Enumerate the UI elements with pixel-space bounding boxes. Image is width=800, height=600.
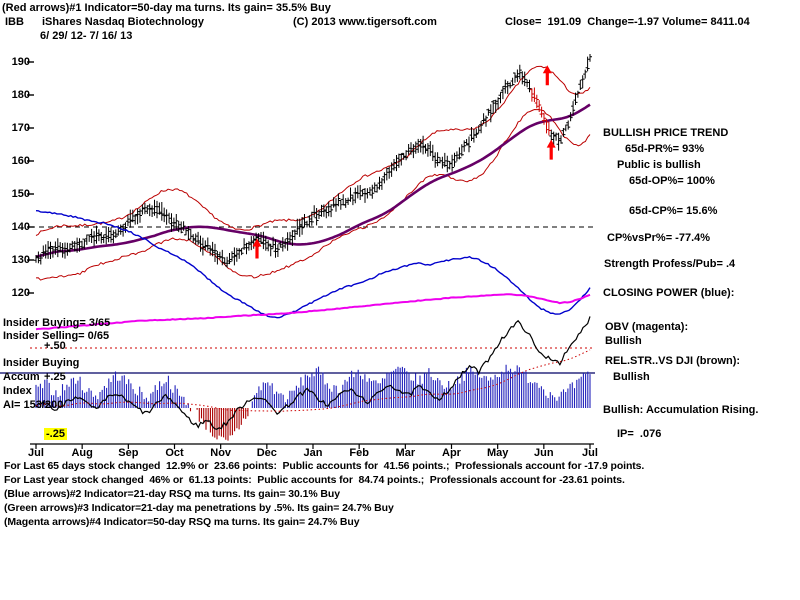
ip-value: IP= .076 xyxy=(617,428,662,440)
cp-vs-pr: CP%vsPr%= -77.4% xyxy=(607,232,711,244)
y-axis-label: 190 xyxy=(11,56,30,68)
y-axis-label: 130 xyxy=(11,254,30,266)
y-axis-label: 140 xyxy=(11,221,30,233)
op-percent: 65d-OP%= 100% xyxy=(629,175,715,187)
pr-percent: 65d-PR%= 93% xyxy=(625,143,705,155)
footer-65day-summary: For Last 65 days stock changed 12.9% or … xyxy=(4,460,645,472)
obv-status: Bullish xyxy=(605,335,642,347)
indicator1-summary: (Red arrows)#1 Indicator=50-day ma turns… xyxy=(2,2,331,14)
quote-close-change-volume: Close= 191.09 Change=-1.97 Volume= 8411.… xyxy=(505,16,750,28)
x-axis-label: Apr xyxy=(442,447,461,459)
x-axis-label: Nov xyxy=(210,447,232,459)
indicator2-summary: (Blue arrows)#2 Indicator=21-day RSQ ma … xyxy=(4,488,340,500)
x-axis-label: Oct xyxy=(165,447,184,459)
closing-power-label: CLOSING POWER (blue): xyxy=(603,287,735,299)
public-sentiment: Public is bullish xyxy=(617,159,701,171)
x-axis-label: Dec xyxy=(256,447,277,459)
buy-signal-arrow xyxy=(546,139,556,160)
x-axis-label: Jul xyxy=(582,447,598,459)
insider-selling-count: Insider Selling= 0/65 xyxy=(3,330,110,342)
footer-year-summary: For Last year stock changed 46% or 61.13… xyxy=(4,474,625,486)
insider-buying-count: Insider Buying= 3/65 xyxy=(3,317,111,329)
relstr-status: Bullish xyxy=(613,371,650,383)
x-axis-label: Feb xyxy=(349,447,369,459)
indicator4-summary: (Magenta arrows)#4 Indicator=50-day RSQ … xyxy=(4,516,360,528)
x-axis-label: May xyxy=(486,447,509,459)
x-axis-label: Jun xyxy=(534,447,554,459)
y-axis-label: 170 xyxy=(11,122,30,134)
x-axis-label: Sep xyxy=(118,447,139,459)
ticker-symbol: IBB xyxy=(5,16,24,28)
y-axis-label: 160 xyxy=(11,155,30,167)
accumulation-index-value: AI= 153/200 xyxy=(3,399,64,411)
indicator3-summary: (Green arrows)#3 Indicator=21-day ma pen… xyxy=(4,502,394,514)
accumulation-status: Bullish: Accumulation Rising. xyxy=(603,404,759,416)
y-axis-label: 180 xyxy=(11,89,30,101)
x-axis-label: Mar xyxy=(395,447,416,459)
y-axis-label: 150 xyxy=(11,188,30,200)
buy-signal-arrow xyxy=(542,65,552,86)
y-axis-label: 120 xyxy=(11,287,30,299)
security-name: iShares Nasdaq Biotechnology xyxy=(42,16,204,28)
accum-scale-plus50: +.50 xyxy=(44,340,66,352)
accum-scale-plus25: +.25 xyxy=(44,371,66,383)
accum-scale-minus25: -.25 xyxy=(44,428,67,440)
strength-ratio: Strength Profess/Pub= .4 xyxy=(604,258,736,270)
x-axis-label: Jul xyxy=(28,447,44,459)
buy-signal-arrow xyxy=(252,238,262,259)
x-axis-label: Aug xyxy=(71,447,93,459)
obv-label: OBV (magenta): xyxy=(605,321,689,333)
x-axis-label: Jan xyxy=(303,447,323,459)
bullish-price-trend-label: BULLISH PRICE TREND xyxy=(603,127,729,139)
copyright: (C) 2013 www.tigersoft.com xyxy=(293,16,437,28)
accum-label: Accum xyxy=(3,371,40,383)
insider-buying-label: Insider Buying xyxy=(3,357,80,369)
index-label: Index xyxy=(3,385,32,397)
cp-percent: 65d-CP%= 15.6% xyxy=(629,205,718,217)
date-range: 6/ 29/ 12- 7/ 16/ 13 xyxy=(40,30,133,42)
relstr-label: REL.STR..VS DJI (brown): xyxy=(605,355,741,367)
